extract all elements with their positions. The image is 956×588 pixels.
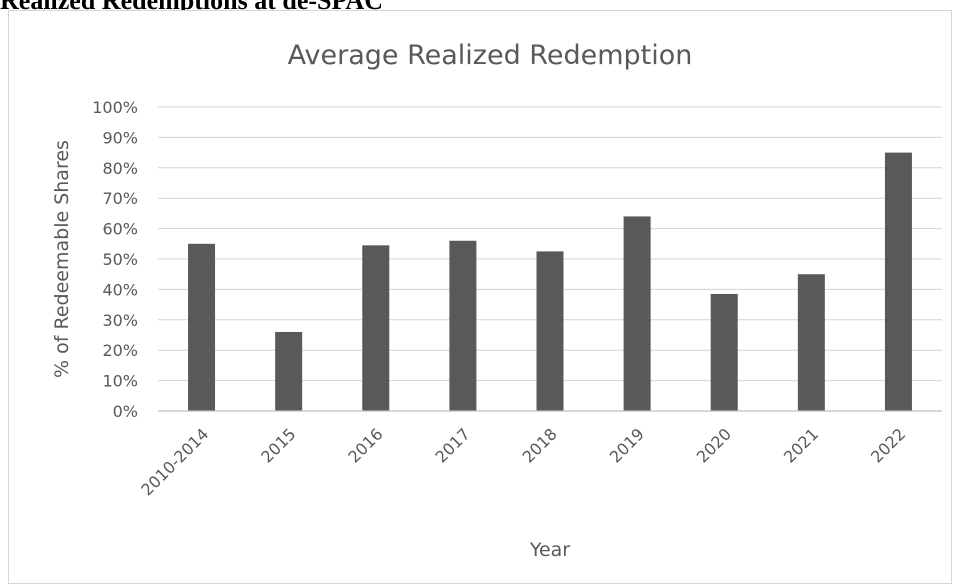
bar-2020 — [710, 293, 738, 411]
y-tick-label: 40% — [102, 280, 138, 299]
y-tick-label: 0% — [113, 402, 138, 421]
x-axis-label: Year — [529, 539, 570, 561]
bar-2017 — [449, 240, 477, 411]
chart-frame — [8, 10, 952, 584]
x-tick-label: 2010-2014 — [137, 424, 212, 499]
y-axis-label: % of Redeemable Shares — [51, 140, 73, 378]
bar-2021 — [797, 274, 825, 411]
y-tick-label: 90% — [102, 128, 138, 147]
chart-title: Average Realized Redemption — [288, 40, 693, 71]
bar-2016 — [362, 245, 390, 411]
x-tick-label: 2017 — [431, 424, 473, 466]
bars — [188, 152, 912, 411]
x-tick-label: 2016 — [344, 424, 386, 466]
y-tick-label: 80% — [102, 159, 138, 178]
bar-2015 — [275, 331, 303, 411]
bar-2022 — [884, 152, 912, 411]
x-tick-label: 2015 — [257, 424, 299, 466]
x-tick-label: 2019 — [606, 424, 648, 466]
y-tick-label: 70% — [102, 189, 138, 208]
bar-2018 — [536, 251, 564, 411]
y-tick-label: 10% — [102, 372, 138, 391]
y-tick-label: 60% — [102, 220, 138, 239]
x-tick-label: 2022 — [867, 424, 909, 466]
y-tick-label: 20% — [102, 341, 138, 360]
bar-2019 — [623, 216, 651, 411]
x-axis-ticks: 2010-2014 2015 2016 2017 2018 2019 2020 2021 202… — [137, 424, 909, 499]
x-tick-label: 2020 — [693, 424, 735, 466]
y-tick-label: 50% — [102, 250, 138, 269]
bar-2010-2014 — [188, 243, 216, 411]
x-tick-label: 2018 — [519, 424, 561, 466]
x-tick-label: 2021 — [780, 424, 822, 466]
y-axis-ticks: 0% 10% 20% 30% 40% 50% 60% 70% 80% 90% 100% — [92, 98, 138, 421]
y-tick-label: 30% — [102, 311, 138, 330]
y-tick-label: 100% — [92, 98, 138, 117]
